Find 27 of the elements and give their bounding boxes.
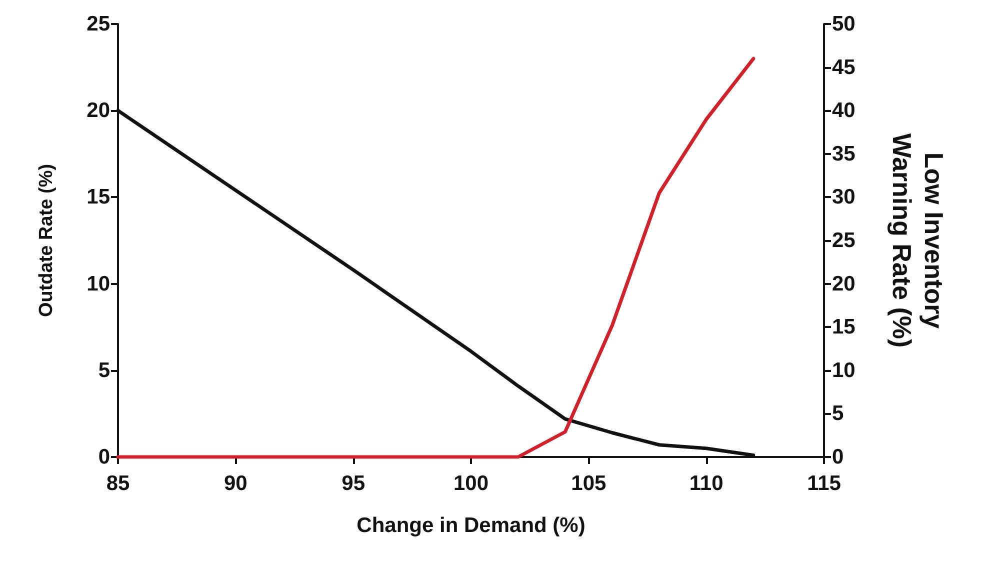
x-tick-label: 95 bbox=[342, 472, 366, 495]
x-tick-label: 85 bbox=[106, 472, 130, 495]
y-tick-label: 0 bbox=[98, 446, 110, 468]
y-tick-label: 10 bbox=[86, 272, 110, 296]
x-tick-label: 105 bbox=[571, 472, 606, 495]
x-axis-title: Change in Demand (%) bbox=[356, 514, 586, 537]
y2-tick-label: 10 bbox=[832, 358, 856, 382]
x-tick-label: 100 bbox=[453, 472, 489, 495]
y2-tick-label: 0 bbox=[832, 446, 844, 468]
y2-tick-label: 35 bbox=[832, 142, 856, 166]
y2-tick-label: 30 bbox=[832, 186, 856, 209]
y2-tick-label: 5 bbox=[832, 402, 844, 426]
y2-tick-label: 40 bbox=[832, 99, 856, 122]
x-tick-label: 115 bbox=[807, 472, 842, 495]
y-tick-label: 15 bbox=[86, 186, 110, 209]
y-axis-title: Outdate Rate (%) bbox=[36, 164, 57, 318]
x-tick-label: 110 bbox=[689, 472, 724, 495]
y-tick-label: 25 bbox=[86, 12, 110, 36]
y2-tick-label: 45 bbox=[832, 56, 856, 79]
y-tick-label: 5 bbox=[98, 358, 110, 382]
y2-tick-label: 20 bbox=[832, 272, 856, 296]
y-tick-label: 20 bbox=[86, 99, 110, 122]
y2-tick-label: 25 bbox=[832, 229, 856, 252]
y2-tick-label: 15 bbox=[832, 316, 856, 339]
y2-axis-title: Low Inventory Warning Rate (%) bbox=[887, 133, 949, 348]
x-tick-label: 90 bbox=[224, 472, 248, 495]
y2-tick-label: 50 bbox=[832, 12, 856, 36]
